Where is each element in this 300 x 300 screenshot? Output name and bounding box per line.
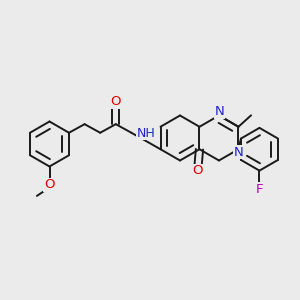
Text: NH: NH	[137, 127, 155, 140]
Text: O: O	[110, 95, 121, 108]
Text: O: O	[44, 178, 55, 191]
Text: N: N	[214, 105, 224, 119]
Text: N: N	[234, 146, 244, 159]
Text: F: F	[256, 183, 263, 196]
Text: O: O	[193, 164, 203, 177]
